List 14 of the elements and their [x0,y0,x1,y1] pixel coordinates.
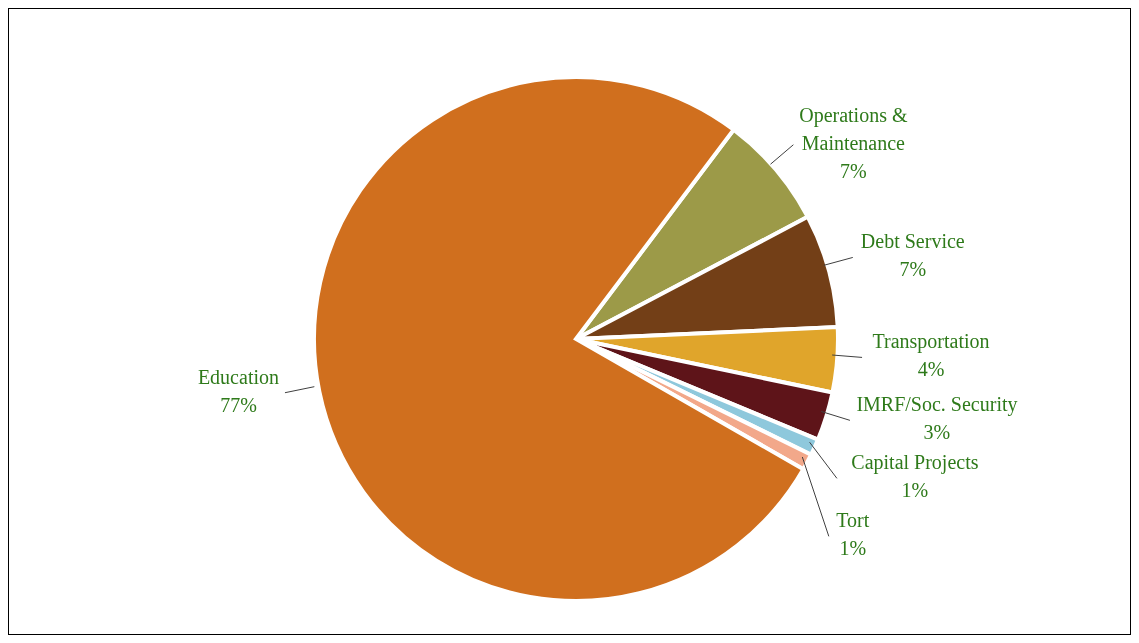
slice-label: Debt Service [860,230,965,253]
slice-label: Education [197,365,280,388]
slice-label: IMRF/Soc. Security [856,392,1018,416]
data-label: 4% [917,358,945,381]
data-label: 1% [901,478,929,501]
slice-label: Tort [836,508,870,531]
data-label: 1% [839,536,867,559]
slice-label: Capital Projects [851,450,979,474]
data-label: 7% [899,258,927,281]
data-label: 3% [923,420,951,443]
data-label: 7% [840,159,867,182]
slice-label: Transportation [872,330,990,354]
data-label: 77% [220,393,257,416]
slice-label: Operations & Maintenance [799,103,908,154]
